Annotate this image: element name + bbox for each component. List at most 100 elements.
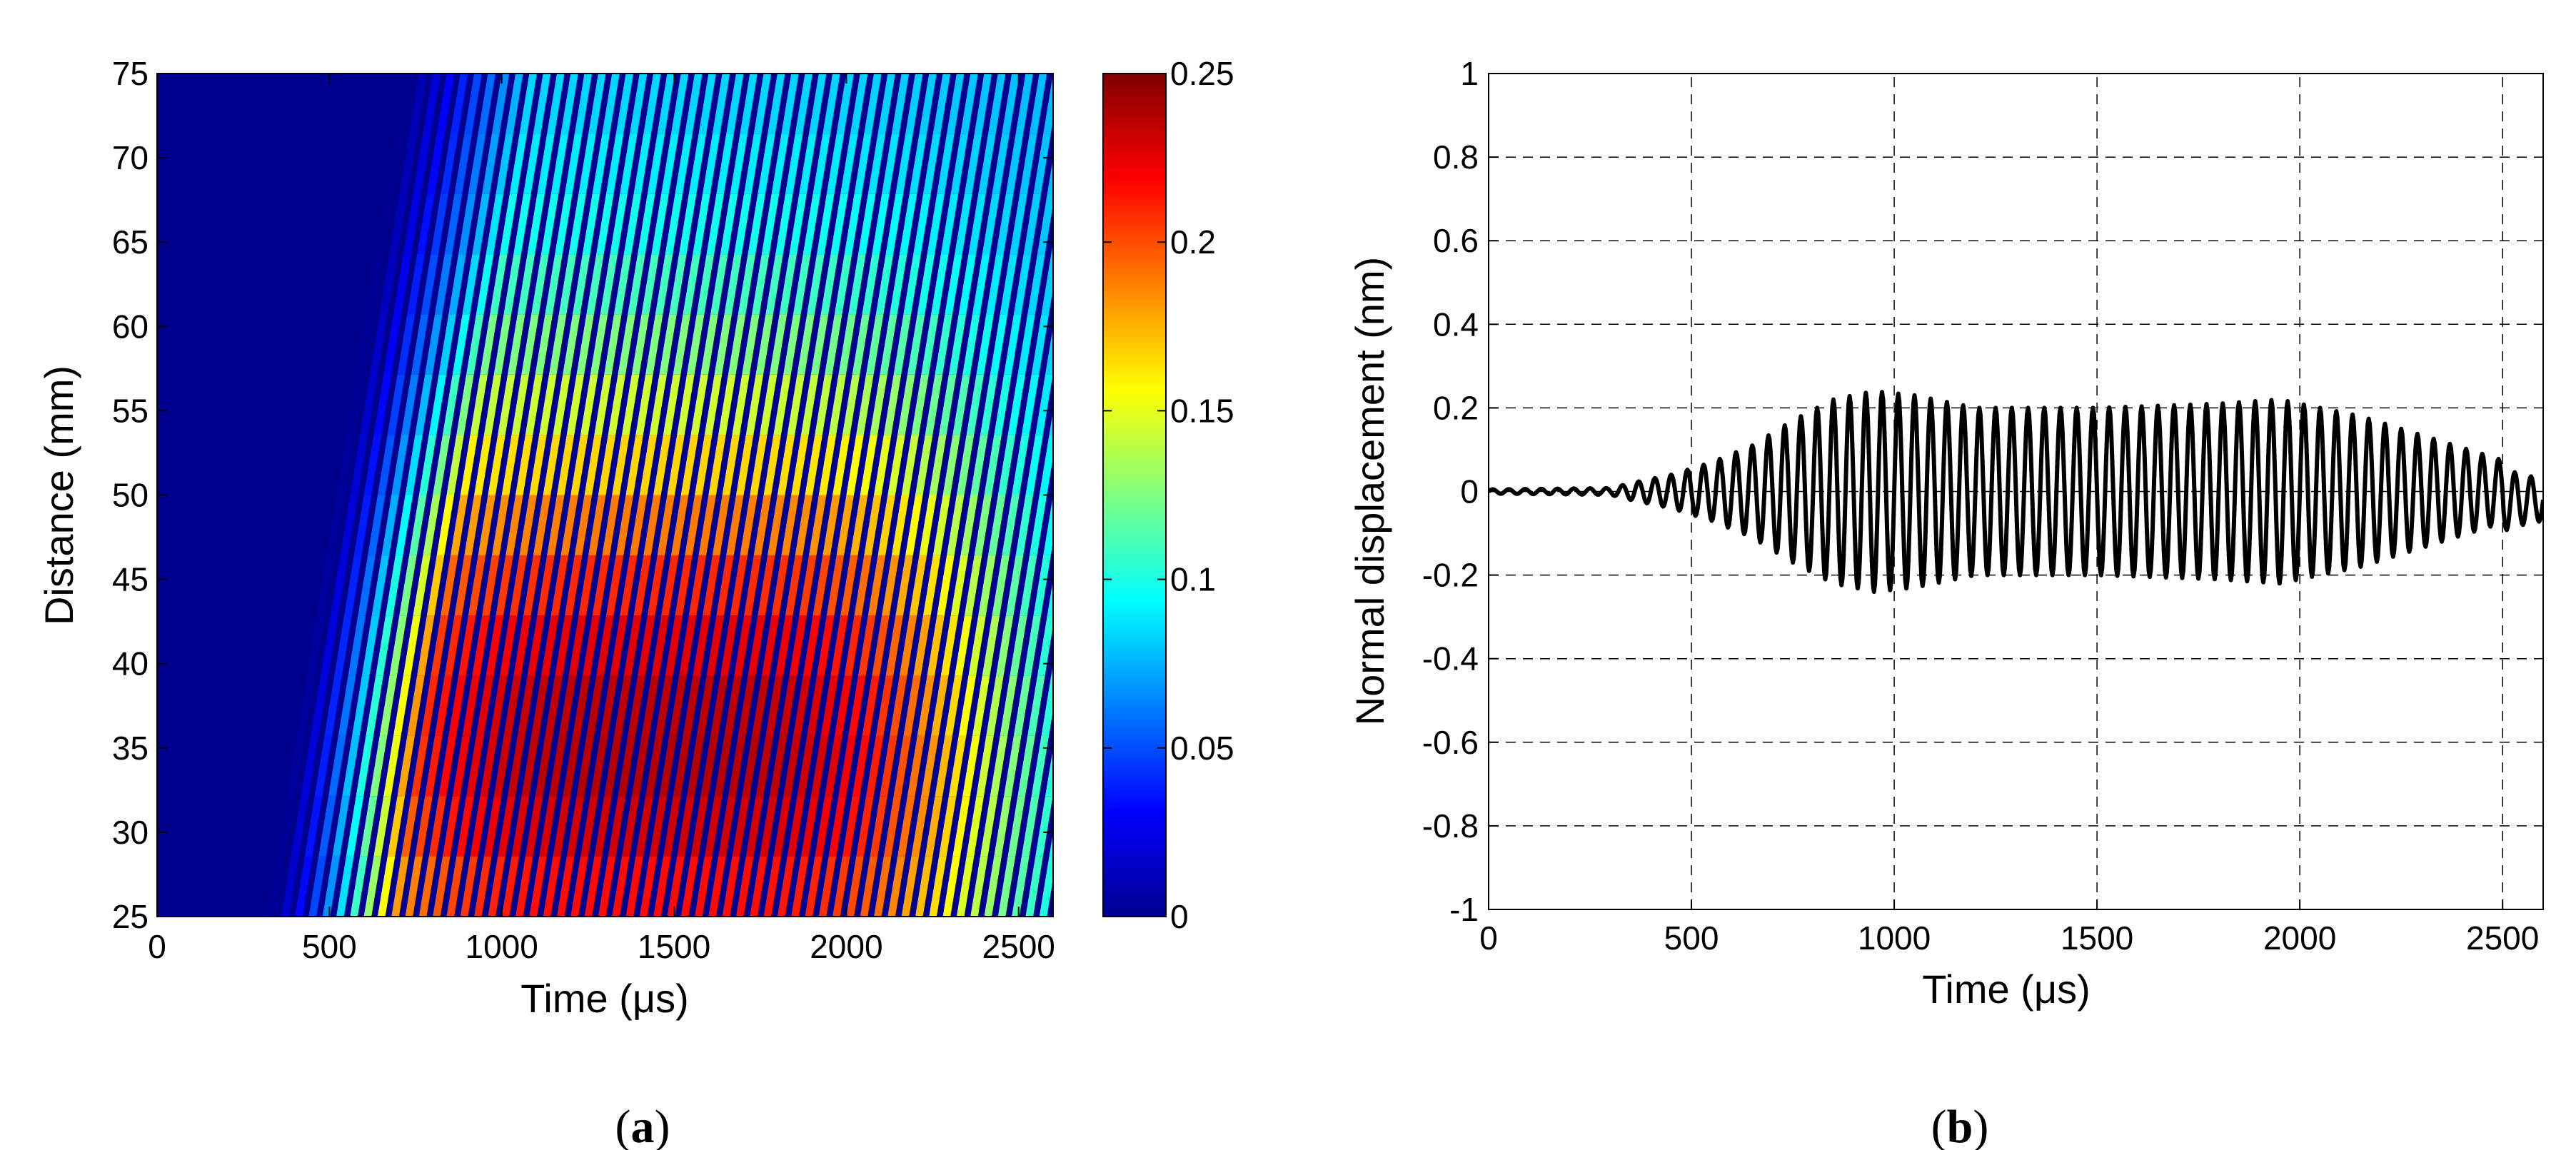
wave-crest: [436, 74, 455, 134]
wave-crest: [783, 314, 801, 375]
wave-crest: [844, 193, 862, 255]
wave-crest: [586, 254, 604, 315]
wave-crest: [885, 193, 903, 255]
wave-crest: [789, 615, 807, 676]
wave-crest: [970, 856, 988, 917]
wave-crest: [803, 615, 821, 676]
wave-crest: [511, 374, 529, 435]
wave-crest: [638, 615, 655, 676]
wave-crest: [901, 856, 920, 917]
wave-crest: [371, 555, 390, 616]
wave-crest: [899, 615, 917, 676]
wave-crest: [621, 374, 640, 435]
wave-crest: [761, 615, 780, 676]
wave-crest: [588, 74, 606, 134]
wave-crest: [480, 735, 498, 797]
wave-crest: [826, 555, 845, 616]
wave-crest: [663, 796, 681, 857]
wave-crest: [336, 856, 354, 917]
wave-crest: [743, 133, 762, 194]
wave-crest: [785, 133, 803, 194]
colorbar-tick-label: 0.05: [1170, 730, 1234, 767]
wave-crest: [825, 735, 842, 797]
wave-crest: [735, 435, 754, 495]
wave-crest: [568, 615, 586, 676]
wave-crest: [854, 555, 872, 616]
wave-crest: [836, 495, 855, 555]
wave-crest: [750, 435, 768, 495]
wave-crest: [880, 735, 897, 797]
wave-crest: [964, 555, 982, 616]
wave-crest: [887, 856, 905, 917]
panel-b-xlabel: Time (μs): [1922, 967, 2090, 1012]
wave-crest: [683, 254, 700, 315]
wave-crest: [1017, 314, 1035, 375]
wave-crest: [397, 314, 415, 375]
wave-crest: [771, 133, 789, 194]
wave-crest: [789, 193, 807, 255]
wave-crest: [645, 314, 663, 375]
wave-crest: [986, 675, 1004, 736]
wave-crest: [417, 193, 435, 255]
wave-crest: [1055, 254, 1072, 314]
wave-crest: [862, 675, 880, 736]
wave-crest: [623, 615, 642, 676]
wave-crest: [669, 675, 687, 736]
wave-crest: [712, 74, 730, 134]
wave-crest: [407, 254, 425, 315]
wave-crest: [874, 435, 892, 495]
wave-crest: [346, 796, 364, 857]
wave-crest: [930, 254, 949, 315]
wave-crest: [753, 74, 772, 134]
wave-crest: [907, 735, 925, 797]
wave-crest: [598, 435, 616, 495]
wave-crest: [830, 193, 848, 255]
wave-crest: [311, 675, 328, 736]
wave-crest: [444, 193, 463, 255]
wave-crest: [978, 133, 996, 194]
wave-crest: [361, 615, 380, 676]
panel-a-xtick-label: 1000: [466, 928, 538, 965]
wave-crest: [678, 615, 697, 676]
wave-crest: [771, 555, 789, 616]
wave-crest: [411, 314, 429, 375]
wave-crest: [1057, 495, 1075, 555]
wave-crest: [482, 133, 500, 194]
wave-crest: [885, 615, 903, 676]
wave-crest: [720, 193, 738, 255]
wave-crest: [768, 74, 785, 134]
wave-crest: [706, 193, 724, 255]
wave-crest: [970, 435, 988, 495]
wave-crest: [960, 495, 978, 555]
wave-crest: [820, 254, 838, 315]
wave-crest: [758, 555, 775, 616]
wave-crest: [1031, 735, 1050, 797]
wave-crest: [909, 555, 927, 616]
wave-crest: [596, 615, 614, 676]
wave-crest: [476, 254, 494, 315]
wave-crest: [740, 74, 758, 134]
wave-crest: [586, 675, 604, 736]
wave-crest: [854, 133, 872, 194]
wave-crest: [982, 193, 1000, 255]
wave-crest: [635, 796, 653, 857]
colorbar-tick-label: 0.2: [1170, 223, 1216, 261]
wave-crest: [1041, 254, 1053, 315]
wave-crest: [972, 675, 990, 736]
wave-crest: [1005, 133, 1024, 194]
wave-crest: [629, 74, 648, 134]
wave-crest: [548, 314, 567, 375]
wave-crest: [582, 193, 600, 255]
wave-crest: [442, 796, 461, 857]
wave-crest: [1012, 856, 1030, 917]
wave-crest: [930, 675, 949, 736]
wave-crest: [688, 133, 707, 194]
wave-crest: [994, 796, 1012, 857]
wave-crest: [685, 74, 703, 134]
wave-crest: [974, 495, 992, 555]
wave-crest: [1025, 435, 1043, 495]
wave-crest: [523, 555, 541, 616]
wave-crest: [716, 133, 734, 194]
wave-crest: [976, 314, 994, 375]
wave-crest: [598, 856, 616, 917]
